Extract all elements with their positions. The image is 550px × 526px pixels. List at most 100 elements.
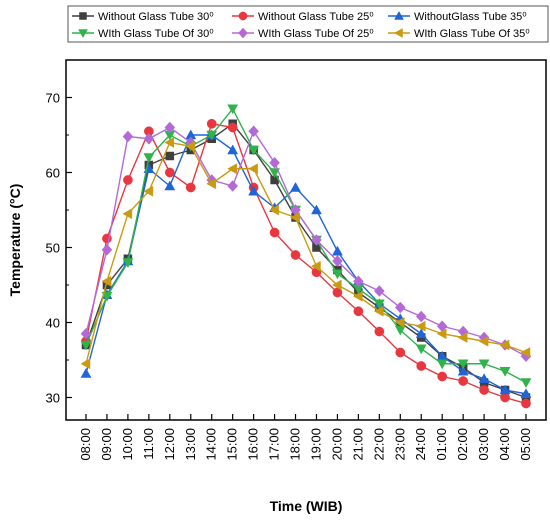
x-tick-label: 04:00 <box>497 428 512 461</box>
legend-marker <box>238 11 248 21</box>
data-point <box>458 376 468 386</box>
legend-marker <box>393 28 403 38</box>
data-point <box>499 384 511 395</box>
data-point <box>290 250 301 260</box>
data-point <box>206 118 217 129</box>
legend-marker <box>79 12 87 20</box>
data-point <box>436 359 448 370</box>
legend: Without Glass Tube 30⁰ Without Glass Tube… <box>67 5 549 43</box>
data-point <box>373 299 385 310</box>
data-point <box>227 104 239 115</box>
data-point <box>164 167 175 178</box>
legend-label: WithoutGlass Tube 35⁰ <box>414 11 527 23</box>
x-tick-label: 15:00 <box>225 428 240 461</box>
data-point <box>394 301 406 314</box>
x-tick-label: 11:00 <box>141 428 156 460</box>
data-point <box>80 340 92 351</box>
data-point <box>520 378 532 389</box>
x-tick-label: 02:00 <box>455 428 470 461</box>
x-tick-label: 22:00 <box>371 428 386 461</box>
y-tick-label: 70 <box>46 91 60 106</box>
data-point <box>122 130 134 143</box>
data-point <box>394 317 405 328</box>
data-point <box>478 335 489 347</box>
x-tick-label: 05:00 <box>518 428 533 461</box>
data-point <box>310 260 321 272</box>
data-point <box>164 137 175 148</box>
data-point <box>521 398 531 409</box>
data-point <box>479 385 489 395</box>
x-tick-label: 18:00 <box>288 428 303 461</box>
data-point <box>80 327 92 340</box>
legend-label: WIth Glass Tube Of 30⁰ <box>98 28 214 40</box>
legend-marker <box>78 29 88 39</box>
data-point <box>269 204 279 216</box>
x-tick-label: 01:00 <box>434 428 449 461</box>
data-point <box>185 140 196 152</box>
data-point <box>122 258 134 269</box>
data-point <box>227 163 237 175</box>
data-point <box>123 175 133 185</box>
data-point <box>80 358 91 370</box>
data-point <box>353 306 364 317</box>
axes-layer: 30 40 50 60 70 08:00 09:00 10:00 11:00 12:00 13:0… <box>7 59 547 514</box>
data-point <box>374 326 385 337</box>
data-point <box>122 208 133 220</box>
legend-items: Without Glass Tube 30⁰ Without Glass Tube… <box>72 10 530 40</box>
series-line <box>85 141 527 364</box>
data-point <box>143 185 154 197</box>
x-tick-label: 20:00 <box>329 428 344 461</box>
data-point <box>311 204 322 215</box>
data-point <box>352 290 363 302</box>
series-line <box>85 122 527 405</box>
data-point <box>415 328 427 338</box>
legend-item: Without Glass Tube 25⁰ <box>232 11 374 23</box>
data-point <box>143 132 155 145</box>
y-tick-label: 60 <box>46 166 60 181</box>
x-tick-label: 08:00 <box>78 428 93 461</box>
legend-label: Without Glass Tube 25⁰ <box>258 11 374 23</box>
series-2 <box>81 118 531 409</box>
y-axis-ticks: 30 40 50 60 70 <box>46 91 72 406</box>
data-point <box>101 292 113 302</box>
legend-item: WIth Glass Tube Of 30⁰ <box>72 28 214 40</box>
data-point <box>436 328 447 340</box>
data-point <box>248 125 259 138</box>
data-point <box>478 359 490 370</box>
legend-item: WIth Glass Tube Of 25⁰ <box>232 27 374 40</box>
data-point <box>395 347 406 358</box>
data-point <box>227 122 238 133</box>
data-point <box>290 181 301 192</box>
data-point <box>206 130 218 141</box>
data-point <box>478 373 490 383</box>
legend-label: WIth Glass Tube Of 35⁰ <box>414 28 530 40</box>
data-point <box>206 178 216 190</box>
data-point <box>165 151 175 161</box>
x-tick-label: 13:00 <box>183 428 198 461</box>
x-tick-label: 24:00 <box>413 428 428 461</box>
plot-layer <box>80 104 532 409</box>
data-point <box>457 332 468 343</box>
data-point <box>227 180 239 192</box>
data-point <box>332 269 343 280</box>
data-point <box>457 359 469 370</box>
x-tick-label: 09:00 <box>99 428 114 461</box>
x-tick-label: 10:00 <box>120 428 135 461</box>
legend-marker <box>394 10 404 20</box>
legend-label: Without Glass Tube 30⁰ <box>98 11 214 23</box>
data-point <box>331 279 342 291</box>
legend-item: WIth Glass Tube Of 35⁰ <box>388 28 530 40</box>
x-tick-label: 12:00 <box>162 428 177 461</box>
data-point <box>500 392 510 403</box>
data-point <box>80 367 92 378</box>
data-point <box>164 121 176 134</box>
data-point <box>269 156 280 169</box>
data-point <box>185 182 196 193</box>
data-point <box>101 243 113 256</box>
data-point <box>143 153 155 164</box>
data-point <box>332 255 343 267</box>
y-tick-label: 40 <box>46 316 60 331</box>
data-point <box>373 305 384 317</box>
data-point <box>353 275 364 288</box>
plot-frame <box>65 59 547 421</box>
